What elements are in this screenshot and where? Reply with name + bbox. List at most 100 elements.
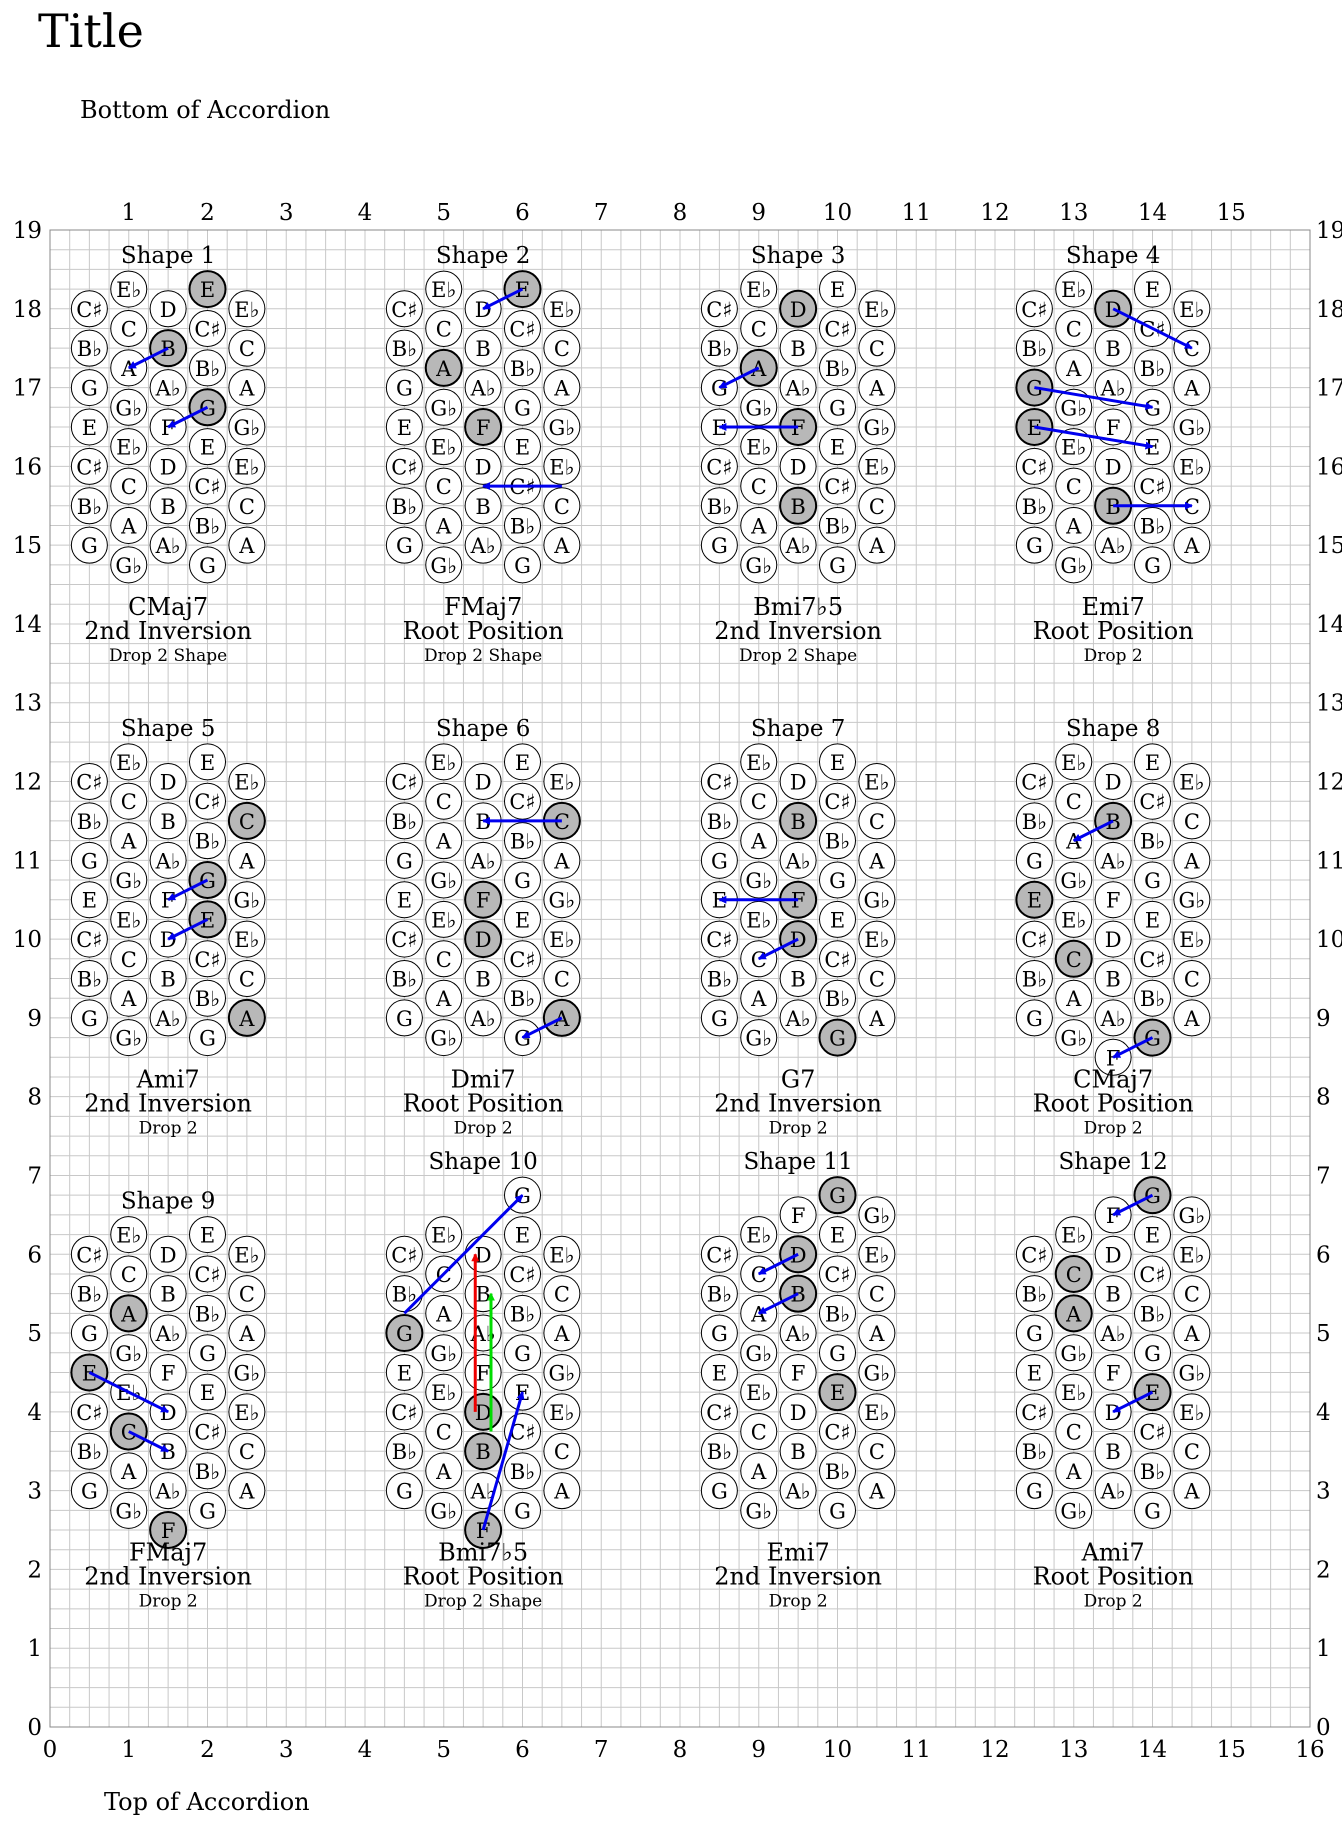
note-button: E♭ <box>228 447 266 485</box>
y-tick-label-right: 0 <box>1316 1715 1331 1741</box>
note-circle <box>740 506 778 544</box>
note-circle <box>740 1491 778 1529</box>
note-circle <box>819 506 856 544</box>
note-circle <box>149 1353 187 1391</box>
note-circle <box>858 1235 896 1273</box>
note-circle <box>858 763 896 801</box>
note-label: D <box>790 771 807 795</box>
note-circle <box>1015 526 1053 564</box>
note-button: G♭ <box>740 1019 778 1057</box>
voicing-arrow <box>1112 307 1193 350</box>
note-label: C <box>751 790 767 814</box>
note-label: E♭ <box>746 1381 771 1405</box>
note-label: B <box>790 337 805 361</box>
note-circle <box>1134 743 1171 781</box>
note-button: B♭ <box>1134 1452 1171 1490</box>
note-label: G♭ <box>115 1499 142 1523</box>
note-button: E♭ <box>110 743 148 781</box>
note-button: C <box>858 802 896 840</box>
note-circle <box>149 447 187 485</box>
note-label: C♯ <box>1021 1401 1047 1425</box>
note-circle <box>858 881 896 919</box>
note-circle <box>385 1353 423 1391</box>
note-label: G♭ <box>1179 1204 1206 1228</box>
note-button: B <box>464 329 502 367</box>
note-label: C <box>121 475 137 499</box>
chord-name: FMaj7 <box>444 593 522 621</box>
note-label: C♯ <box>706 1401 732 1425</box>
note-label: A♭ <box>470 1007 496 1031</box>
note-label: E <box>1145 908 1160 932</box>
note-button: C <box>1173 960 1211 997</box>
note-button: A♭ <box>464 369 502 407</box>
note-label: D <box>1105 1243 1122 1267</box>
note-label: B♭ <box>707 337 732 361</box>
note-label: C♯ <box>194 1421 220 1445</box>
note-label: G♭ <box>549 889 576 913</box>
note-circle <box>1173 881 1211 919</box>
note-circle <box>425 900 463 938</box>
note-label: C♯ <box>824 1421 850 1445</box>
note-circle <box>70 526 108 564</box>
note-circle <box>740 782 778 820</box>
note-circle <box>1055 1413 1093 1451</box>
note-button: C♯ <box>189 1255 226 1293</box>
note-circle <box>779 1393 817 1431</box>
note-label: G♭ <box>745 1027 772 1051</box>
note-circle <box>779 763 817 801</box>
note-circle <box>700 329 738 367</box>
note-circle <box>740 1019 778 1057</box>
note-button: E♭ <box>1055 1216 1093 1254</box>
note-button: A <box>1055 1452 1093 1490</box>
note-button: E <box>819 743 856 781</box>
note-button: B♭ <box>504 506 541 544</box>
note-button: B♭ <box>1134 822 1171 860</box>
note-button: G <box>1134 546 1171 584</box>
voicing-arrow <box>481 1391 525 1531</box>
note-label: E♭ <box>864 298 889 322</box>
note-label: B♭ <box>510 514 535 538</box>
note-label: B♭ <box>825 1460 850 1484</box>
note-label: G♭ <box>1179 889 1206 913</box>
note-circle <box>149 369 187 407</box>
note-circle <box>1134 861 1171 899</box>
note-button: A <box>110 822 148 860</box>
note-button: B <box>779 329 817 367</box>
note-label: G♭ <box>234 416 261 440</box>
note-label: G♭ <box>549 1361 576 1385</box>
note-label: C <box>1066 790 1082 814</box>
note-label: C♯ <box>706 1243 732 1267</box>
chord-inversion: 2nd Inversion <box>714 1562 882 1590</box>
note-label: B♭ <box>825 357 850 381</box>
shape-group: C♯E♭DEE♭CC♯B♭BCAB♭GA♭AG♭GEFG♭E♭EC♯DE♭CC♯… <box>700 243 896 666</box>
note-circle <box>1055 1373 1093 1411</box>
note-button: G♭ <box>425 861 463 899</box>
note-circle <box>700 1235 738 1273</box>
note-label: G <box>81 849 98 873</box>
x-tick-label-bottom: 13 <box>1059 1737 1088 1763</box>
note-circle <box>149 960 187 997</box>
note-circle <box>425 1216 463 1254</box>
note-button: G <box>819 1491 856 1529</box>
note-circle <box>700 920 738 958</box>
note-label: E <box>200 278 215 302</box>
note-label: B♭ <box>195 830 220 854</box>
voicing-arrow <box>167 405 209 429</box>
note-circle <box>818 1018 857 1057</box>
note-label: G♭ <box>430 1027 457 1051</box>
note-circle <box>1134 1255 1171 1293</box>
note-label: D <box>160 928 177 952</box>
note-label: C♯ <box>824 790 850 814</box>
note-button: B♭ <box>819 822 856 860</box>
note-circle <box>1094 920 1132 958</box>
note-button: A <box>740 979 778 1017</box>
shape-label: Shape 12 <box>1059 1149 1168 1175</box>
note-button-highlighted: C <box>227 801 266 840</box>
note-label: D <box>160 298 177 322</box>
note-button: C <box>543 1432 581 1470</box>
note-label: A♭ <box>470 534 496 558</box>
note-circle <box>1173 841 1211 879</box>
note-label: G♭ <box>745 396 772 420</box>
note-label: B <box>475 1283 490 1307</box>
note-label: B♭ <box>1140 357 1165 381</box>
